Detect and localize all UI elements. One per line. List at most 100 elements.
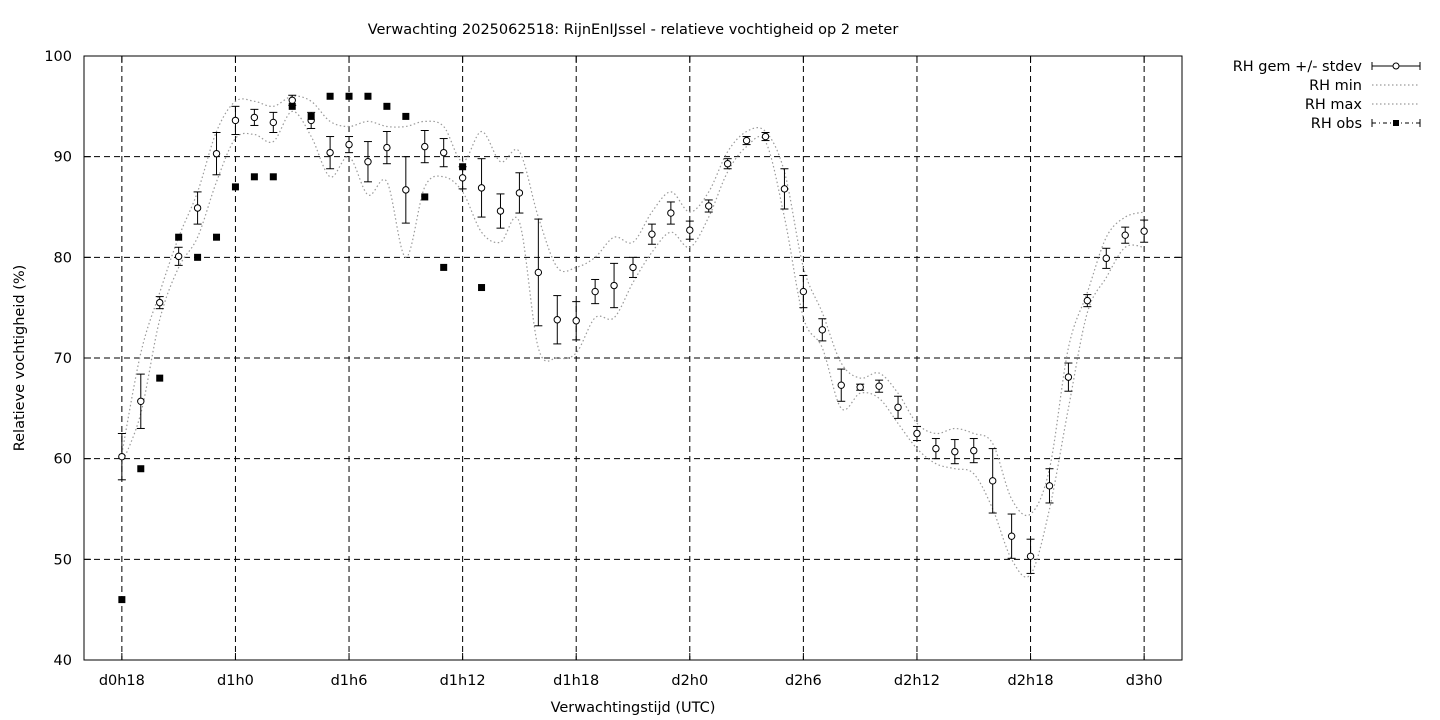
y-tick-label: 60 [54,452,72,468]
mean-point [591,287,599,296]
mean-point [515,189,524,197]
legend: RH gem +/- stdev RH min RH max RH obs [1233,59,1421,132]
obs-point [250,173,258,181]
obs-point [326,92,334,100]
mean-point [988,477,997,485]
mean-point [610,281,618,290]
mean-point [421,142,429,151]
obs-point [118,596,126,604]
legend-mean-marker [1392,62,1400,70]
mean-point [780,185,789,193]
x-tick-label: d2h0 [671,673,708,689]
obs-point [345,92,353,100]
mean-point [761,132,770,141]
mean-point [1121,231,1129,239]
obs-point [231,183,239,191]
legend-label: RH obs [1311,116,1362,132]
mean-point [1083,296,1092,305]
obs-point [194,253,202,261]
legend-obs-marker [1393,120,1399,126]
y-tick-label: 80 [54,250,72,266]
x-tick-label: d2h12 [894,673,940,689]
y-tick-label: 50 [54,552,72,568]
obs-point [421,193,429,201]
obs-point [175,233,183,241]
mean-point [534,268,543,277]
mean-point [1064,373,1073,381]
mean-point [667,209,675,217]
mean-point [288,96,296,104]
mean-point [118,452,126,461]
mean-point [137,397,145,405]
mean-point [402,186,410,194]
mean-point [174,252,183,261]
x-tick-label: d2h18 [1008,673,1054,689]
obs-point [213,233,221,241]
chart-title: Verwachting 2025062518: RijnEnIJssel - r… [368,22,899,38]
mean-point [648,230,656,238]
obs-point [137,465,145,473]
x-tick-label: d1h18 [553,673,599,689]
mean-point [364,158,372,166]
mean-point [212,149,221,158]
mean-point [458,174,467,182]
y-tick-label: 40 [54,653,72,669]
mean-point [383,143,391,152]
legend-label: RH max [1305,97,1363,113]
mean-point [250,113,259,122]
x-tick-label: d0h18 [99,673,145,689]
observations [118,92,486,604]
mean-point [231,116,240,125]
x-tick-label: d1h6 [331,673,368,689]
mean-point [970,446,978,455]
mean-point [799,287,808,296]
mean-point [156,298,164,307]
mean-point [723,160,732,168]
x-tick-label: d2h6 [785,673,822,689]
obs-point [288,102,296,110]
rh-max-line [121,95,1145,517]
mean-point [1007,532,1016,540]
legend-label: RH gem +/- stdev [1233,59,1363,75]
mean-point [1045,482,1054,490]
rh-min-line [121,110,1145,578]
mean-point [705,202,713,210]
mean-point [837,381,845,389]
x-axis-label: Verwachtingstijd (UTC) [551,700,716,716]
mean-point [932,444,940,453]
y-axis-label: Relatieve vochtigheid (%) [12,265,28,452]
x-tick-label: d3h0 [1126,673,1163,689]
mean-point [875,382,883,390]
obs-point [364,92,372,100]
mean-point [193,204,202,212]
obs-point [459,163,467,171]
y-tick-label: 70 [54,351,72,367]
mean-point [439,148,448,157]
mean-point [1102,254,1110,263]
mean-point [1140,227,1148,235]
mean-point [1026,552,1035,561]
mean-point [913,429,921,438]
mean-point [856,383,864,391]
mean-point [345,140,353,149]
obs-point [440,263,448,271]
obs-point [478,284,486,292]
x-tick-label: d1h0 [217,673,254,689]
grid [84,56,1182,660]
obs-point [307,112,315,120]
mean-point [572,317,580,325]
mean-errorbars [117,94,1149,574]
x-tick-label: d1h12 [440,673,486,689]
mean-point [894,403,902,412]
mean-point [477,184,486,192]
obs-point [269,173,277,181]
obs-point [383,102,391,110]
mean-point [951,447,959,456]
mean-point [742,136,751,145]
axis-ticks: 40 50 60 70 80 90 100 d0h18 d1h0 d1h6 d1h12 d1h18 d2… [44,49,1182,689]
mean-point [496,207,505,215]
obs-point [156,374,164,382]
obs-point [402,112,410,120]
mean-point [686,226,694,234]
